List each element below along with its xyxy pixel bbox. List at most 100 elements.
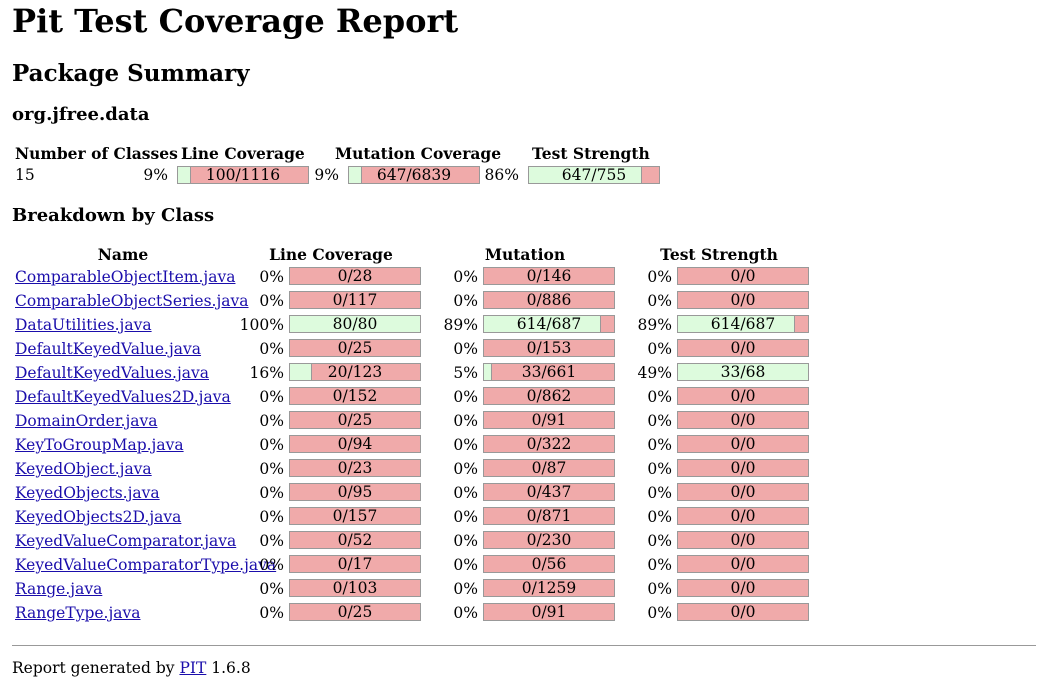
table-row: Range.java 0% 0/103 0% 0/1259 0% 0/0 (0, 578, 1037, 602)
line-bar: 0/25 (289, 411, 421, 429)
strength-bar-label: 0/0 (730, 555, 756, 573)
pit-link[interactable]: PIT (179, 659, 207, 677)
line-bar-label: 80/80 (332, 315, 378, 333)
table-row: KeyToGroupMap.java 0% 0/94 0% 0/322 0% 0/0 (0, 434, 1037, 458)
mutation-bar: 0/146 (483, 267, 615, 285)
mutation-percent: 0% (453, 532, 478, 550)
strength-bar: 0/0 (677, 483, 809, 501)
mutation-percent: 0% (453, 580, 478, 598)
class-link[interactable]: KeyedObjects.java (15, 484, 160, 502)
mutation-bar-label: 0/153 (526, 339, 572, 357)
line-bar-label: 0/94 (337, 435, 373, 453)
class-link[interactable]: ComparableObjectSeries.java (15, 292, 249, 310)
mutation-percent: 0% (453, 484, 478, 502)
line-percent: 0% (259, 460, 284, 478)
line-bar-label: 0/25 (337, 603, 373, 621)
line-percent: 0% (259, 532, 284, 550)
mutation-bar: 0/886 (483, 291, 615, 309)
mutation-bar: 0/871 (483, 507, 615, 525)
strength-percent: 49% (637, 364, 672, 382)
class-link[interactable]: Range.java (15, 580, 103, 598)
line-percent: 0% (259, 268, 284, 286)
mutation-bar: 0/1259 (483, 579, 615, 597)
strength-percent: 0% (647, 556, 672, 574)
strength-bar-label: 0/0 (730, 291, 756, 309)
line-percent: 0% (259, 580, 284, 598)
column-header-name: Name (97, 245, 149, 264)
mutation-bar-label: 0/91 (531, 411, 567, 429)
table-row: KeyedObjects.java 0% 0/95 0% 0/437 0% 0/0 (0, 482, 1037, 506)
line-percent: 0% (259, 388, 284, 406)
page-title: Pit Test Coverage Report (12, 2, 459, 40)
table-row: DataUtilities.java 100% 80/80 89% 614/687 89%… (0, 314, 1037, 338)
table-row: DefaultKeyedValue.java 0% 0/25 0% 0/153 0% 0/0 (0, 338, 1037, 362)
summary-strength-bar: 647/755 (528, 166, 660, 184)
table-row: KeyedValueComparatorType.java 0% 0/17 0% 0/5… (0, 554, 1037, 578)
mutation-bar-label: 0/56 (531, 555, 567, 573)
column-header-strength: Test Strength (660, 245, 778, 264)
class-link[interactable]: DomainOrder.java (15, 412, 158, 430)
mutation-bar: 0/91 (483, 411, 615, 429)
strength-bar: 0/0 (677, 531, 809, 549)
strength-percent: 89% (637, 316, 672, 334)
strength-percent: 0% (647, 268, 672, 286)
footer-version: 1.6.8 (211, 659, 251, 677)
mutation-bar-label: 0/871 (526, 507, 572, 525)
summary-line-bar-label: 100/1116 (205, 166, 281, 184)
class-link[interactable]: KeyedObjects2D.java (15, 508, 182, 526)
summary-strength-bar-label: 647/755 (561, 166, 627, 184)
table-row: ComparableObjectItem.java 0% 0/28 0% 0/146 0%… (0, 266, 1037, 290)
mutation-bar: 0/230 (483, 531, 615, 549)
mutation-bar: 33/661 (483, 363, 615, 381)
mutation-percent: 0% (453, 388, 478, 406)
class-link[interactable]: RangeType.java (15, 604, 141, 622)
line-bar-label: 0/17 (337, 555, 373, 573)
line-bar-fill (290, 364, 312, 380)
mutation-bar-label: 0/146 (526, 267, 572, 285)
mutation-bar-label: 614/687 (516, 315, 582, 333)
line-bar: 0/117 (289, 291, 421, 309)
line-bar: 0/152 (289, 387, 421, 405)
line-bar-label: 0/152 (332, 387, 378, 405)
footer-prefix: Report generated by (12, 659, 175, 677)
line-percent: 0% (259, 484, 284, 502)
class-link[interactable]: KeyedValueComparator.java (15, 532, 237, 550)
class-link[interactable]: ComparableObjectItem.java (15, 268, 236, 286)
breakdown-heading: Breakdown by Class (12, 205, 215, 226)
line-percent: 16% (249, 364, 284, 382)
strength-bar-label: 0/0 (730, 339, 756, 357)
mutation-bar-label: 0/322 (526, 435, 572, 453)
line-percent: 0% (259, 508, 284, 526)
summary-mutation-percent: 9% (314, 166, 339, 184)
class-link[interactable]: DataUtilities.java (15, 316, 152, 334)
strength-bar-label: 0/0 (730, 579, 756, 597)
summary-line-bar-fill (178, 167, 191, 183)
mutation-percent: 0% (453, 436, 478, 454)
summary-header-strength: Test Strength (532, 144, 650, 163)
class-link[interactable]: DefaultKeyedValues.java (15, 364, 209, 382)
class-link[interactable]: KeyedObject.java (15, 460, 152, 478)
strength-bar: 0/0 (677, 603, 809, 621)
class-link[interactable]: KeyToGroupMap.java (15, 436, 184, 454)
mutation-percent: 89% (443, 316, 478, 334)
summary-header-classes: Number of Classes (15, 144, 178, 163)
mutation-bar: 0/87 (483, 459, 615, 477)
mutation-bar-label: 0/1259 (521, 579, 577, 597)
summary-strength-bar-fill (529, 167, 642, 183)
table-row: KeyedObject.java 0% 0/23 0% 0/87 0% 0/0 (0, 458, 1037, 482)
mutation-bar-fill (484, 364, 492, 380)
mutation-bar: 0/153 (483, 339, 615, 357)
strength-percent: 0% (647, 292, 672, 310)
strength-bar-fill (678, 316, 795, 332)
line-percent: 0% (259, 412, 284, 430)
line-bar: 0/17 (289, 555, 421, 573)
mutation-bar: 0/56 (483, 555, 615, 573)
strength-percent: 0% (647, 436, 672, 454)
class-link[interactable]: KeyedValueComparatorType.java (15, 556, 277, 574)
line-bar: 0/23 (289, 459, 421, 477)
class-link[interactable]: DefaultKeyedValue.java (15, 340, 202, 358)
mutation-bar-label: 0/862 (526, 387, 572, 405)
strength-percent: 0% (647, 340, 672, 358)
class-link[interactable]: DefaultKeyedValues2D.java (15, 388, 231, 406)
summary-line-bar: 100/1116 (177, 166, 309, 184)
